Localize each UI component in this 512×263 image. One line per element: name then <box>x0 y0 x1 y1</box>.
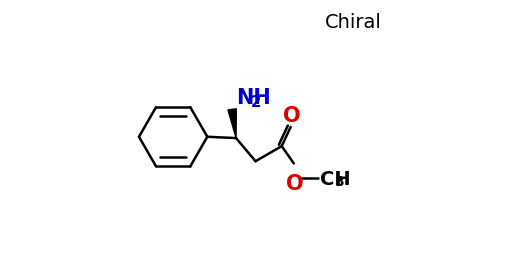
Text: 2: 2 <box>251 95 262 110</box>
Text: 3: 3 <box>334 175 344 189</box>
Text: NH: NH <box>236 88 271 108</box>
Text: O: O <box>283 106 301 126</box>
Text: CH: CH <box>319 170 350 189</box>
Text: Chiral: Chiral <box>325 13 381 32</box>
Polygon shape <box>228 109 237 138</box>
Text: O: O <box>286 174 304 194</box>
